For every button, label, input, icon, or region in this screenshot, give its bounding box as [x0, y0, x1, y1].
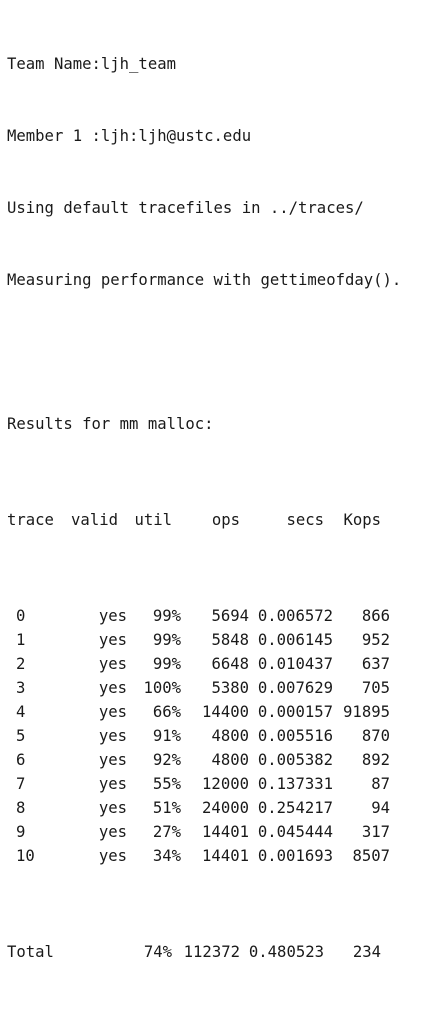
results-title: Results for mm malloc: — [7, 415, 214, 433]
cell-trace: 10 — [16, 847, 35, 865]
table-row: 4 yes 66% 14400 0.000157 91895 — [7, 700, 432, 724]
total-kops: 234 — [352, 943, 381, 961]
cell-ops: 14400 — [202, 703, 249, 721]
table-row: 6 yes 92% 4800 0.005382 892 — [7, 748, 432, 772]
cell-secs: 0.005382 — [257, 751, 333, 769]
cell-trace: 4 — [16, 703, 26, 721]
total-util: 74% — [143, 943, 172, 961]
cell-trace: 5 — [16, 727, 26, 745]
cell-secs: 0.045444 — [257, 823, 333, 841]
cell-ops: 5380 — [211, 679, 249, 697]
column-header-kops: Kops — [343, 511, 381, 529]
cell-kops: 892 — [361, 751, 390, 769]
total-label: Total — [7, 943, 54, 961]
terminal-output: Team Name:ljh_team Member 1 :ljh:ljh@ust… — [7, 55, 432, 961]
cell-kops: 866 — [361, 607, 390, 625]
cell-util: 99% — [152, 607, 181, 625]
cell-valid: yes — [98, 727, 127, 745]
cell-valid: yes — [98, 655, 127, 673]
cell-trace: 2 — [16, 655, 26, 673]
table-row: 5 yes 91% 4800 0.005516 870 — [7, 724, 432, 748]
cell-ops: 5848 — [211, 631, 249, 649]
cell-util: 91% — [152, 727, 181, 745]
cell-util: 99% — [152, 631, 181, 649]
cell-secs: 0.005516 — [257, 727, 333, 745]
cell-ops: 12000 — [202, 775, 249, 793]
cell-secs: 0.254217 — [257, 799, 333, 817]
table-header-row: trace valid util ops secs Kops — [7, 508, 432, 532]
cell-trace: 9 — [16, 823, 26, 841]
cell-kops: 87 — [371, 775, 390, 793]
cell-util: 66% — [152, 703, 181, 721]
cell-valid: yes — [98, 679, 127, 697]
blank-line — [7, 340, 432, 364]
cell-valid: yes — [98, 799, 127, 817]
cell-secs: 0.010437 — [257, 655, 333, 673]
column-header-secs: secs — [286, 511, 324, 529]
table-row: 9 yes 27% 14401 0.045444 317 — [7, 820, 432, 844]
cell-kops: 870 — [361, 727, 390, 745]
table-row: 1 yes 99% 5848 0.006145 952 — [7, 628, 432, 652]
cell-kops: 317 — [361, 823, 390, 841]
cell-valid: yes — [98, 607, 127, 625]
cell-trace: 7 — [16, 775, 26, 793]
cell-ops: 4800 — [211, 727, 249, 745]
cell-util: 51% — [152, 799, 181, 817]
cell-secs: 0.006572 — [257, 607, 333, 625]
cell-util: 92% — [152, 751, 181, 769]
cell-ops: 14401 — [202, 847, 249, 865]
column-header-valid: valid — [71, 511, 118, 529]
column-header-ops: ops — [211, 511, 240, 529]
table-row: 10 yes 34% 14401 0.001693 8507 — [7, 844, 432, 868]
table-row: 8 yes 51% 24000 0.254217 94 — [7, 796, 432, 820]
cell-valid: yes — [98, 703, 127, 721]
cell-ops: 4800 — [211, 751, 249, 769]
cell-kops: 705 — [361, 679, 390, 697]
cell-util: 27% — [152, 823, 181, 841]
cell-ops: 24000 — [202, 799, 249, 817]
cell-kops: 8507 — [352, 847, 390, 865]
total-ops: 112372 — [183, 943, 240, 961]
cell-secs: 0.006145 — [257, 631, 333, 649]
cell-util: 34% — [152, 847, 181, 865]
cell-valid: yes — [98, 847, 127, 865]
member-line: Member 1 :ljh:ljh@ustc.edu — [7, 127, 252, 145]
cell-util: 100% — [143, 679, 181, 697]
cell-trace: 8 — [16, 799, 26, 817]
cell-trace: 0 — [16, 607, 26, 625]
table-row: 3 yes 100% 5380 0.007629 705 — [7, 676, 432, 700]
cell-trace: 1 — [16, 631, 26, 649]
cell-valid: yes — [98, 823, 127, 841]
table-body: 0 yes 99% 5694 0.006572 866 1 yes 99% 5848 0.00614… — [7, 604, 432, 868]
cell-ops: 14401 — [202, 823, 249, 841]
cell-util: 55% — [152, 775, 181, 793]
cell-kops: 94 — [371, 799, 390, 817]
cell-ops: 5694 — [211, 607, 249, 625]
cell-util: 99% — [152, 655, 181, 673]
cell-trace: 3 — [16, 679, 26, 697]
cell-secs: 0.137331 — [257, 775, 333, 793]
cell-ops: 6648 — [211, 655, 249, 673]
cell-secs: 0.000157 — [257, 703, 333, 721]
cell-secs: 0.001693 — [257, 847, 333, 865]
tracefiles-line: Using default tracefiles in ../traces/ — [7, 199, 364, 217]
cell-valid: yes — [98, 631, 127, 649]
cell-secs: 0.007629 — [257, 679, 333, 697]
cell-kops: 91895 — [343, 703, 390, 721]
cell-valid: yes — [98, 775, 127, 793]
column-header-util: util — [134, 511, 172, 529]
total-secs: 0.480523 — [248, 943, 324, 961]
table-row: 0 yes 99% 5694 0.006572 866 — [7, 604, 432, 628]
total-row: Total 74% 112372 0.480523 234 — [7, 940, 432, 964]
cell-trace: 6 — [16, 751, 26, 769]
team-name-line: Team Name:ljh_team — [7, 55, 176, 73]
cell-valid: yes — [98, 751, 127, 769]
total-valid — [63, 940, 118, 964]
table-row: 2 yes 99% 6648 0.010437 637 — [7, 652, 432, 676]
cell-kops: 637 — [361, 655, 390, 673]
measuring-line: Measuring performance with gettimeofday(… — [7, 271, 402, 289]
cell-kops: 952 — [361, 631, 390, 649]
column-header-trace: trace — [7, 511, 54, 529]
table-row: 7 yes 55% 12000 0.137331 87 — [7, 772, 432, 796]
